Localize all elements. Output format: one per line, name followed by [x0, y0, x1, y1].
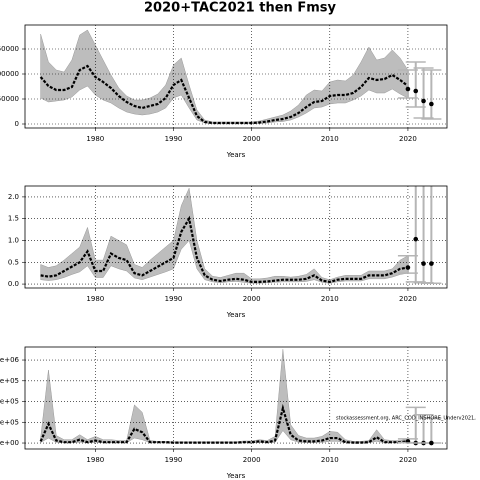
x-tick-label: 2000 — [243, 295, 261, 303]
projection-point — [413, 236, 419, 242]
x-tick-label: 1980 — [86, 456, 104, 464]
projection-point — [421, 98, 426, 104]
x-tick-label: 2020 — [399, 456, 417, 464]
annotation: stockassessment.org, ARC_COD_INSHORE_Und… — [336, 416, 476, 422]
x-tick-label: 1980 — [86, 295, 104, 303]
y-tick-label: 50000 — [0, 95, 19, 103]
projection-point — [413, 88, 419, 94]
x-tick-label: 1980 — [86, 135, 104, 143]
panel — [25, 186, 447, 288]
projection-point — [405, 265, 411, 270]
y-tick-label: 0.0 — [8, 280, 19, 288]
projection-point — [429, 261, 434, 266]
plot-frame — [24, 346, 448, 450]
x-tick-label: 1990 — [165, 456, 183, 464]
median-line — [39, 64, 409, 125]
y-tick-label: 100000 — [0, 70, 19, 78]
x-tick-label: 1990 — [165, 135, 183, 143]
projection-point — [421, 261, 426, 266]
y-tick-label: 1.0e+06 — [0, 356, 20, 364]
y-tick-label: 5.0e+05 — [0, 398, 19, 406]
x-tick-label: 2000 — [243, 135, 261, 143]
x-tick-label: 2010 — [321, 135, 339, 143]
y-tick-label: 1.5 — [8, 215, 19, 223]
y-tick-label: 150000 — [0, 45, 19, 53]
x-tick-label: 2000 — [243, 456, 261, 464]
x-tick-label: 1990 — [165, 295, 183, 303]
y-tick-label: 2.5e+05 — [0, 418, 19, 426]
projection-point — [405, 86, 411, 92]
confidence-band — [40, 187, 409, 284]
confidence-band — [40, 349, 409, 444]
x-axis-label: Years — [226, 151, 246, 159]
x-tick-label: 2020 — [399, 135, 417, 143]
x-axis-label: Years — [226, 472, 246, 480]
x-tick-label: 2020 — [399, 295, 417, 303]
y-tick-label: 1.0 — [8, 236, 19, 244]
x-tick-label: 2010 — [321, 456, 339, 464]
x-tick-label: 2010 — [321, 295, 339, 303]
median-line — [40, 215, 409, 284]
y-tick-label: 0 — [15, 120, 19, 128]
panel — [25, 25, 447, 128]
y-tick-label: 7.5e+05 — [0, 377, 19, 385]
projection-point — [429, 440, 434, 446]
plot-frame — [24, 185, 448, 289]
figure-title: 2020+TAC2021 then Fmsy — [144, 1, 336, 16]
x-axis-label: Years — [226, 311, 246, 319]
panel — [25, 347, 447, 449]
plot-frame — [24, 24, 448, 129]
y-tick-label: 0.5 — [8, 258, 19, 266]
y-tick-label: 0.0e+00 — [0, 439, 19, 447]
projection-point — [429, 101, 434, 107]
y-tick-label: 2.0 — [8, 193, 19, 201]
